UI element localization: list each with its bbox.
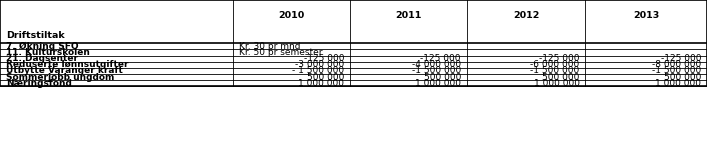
Text: -4 000 000: -4 000 000 — [412, 60, 461, 69]
Text: - 1 500 000: - 1 500 000 — [292, 66, 344, 75]
Text: -8 000 000: -8 000 000 — [652, 60, 701, 69]
Text: -1 500 000: -1 500 000 — [411, 66, 461, 75]
Text: Sommerjobb ungdom: Sommerjobb ungdom — [6, 73, 114, 82]
Text: -125 000: -125 000 — [421, 54, 461, 63]
Text: 2012: 2012 — [513, 11, 539, 20]
Text: 2011: 2011 — [395, 11, 421, 20]
Text: Kr. 50 pr semester: Kr. 50 pr semester — [239, 48, 322, 57]
Text: 7. Økning SFO: 7. Økning SFO — [6, 42, 78, 51]
Text: Driftstiltak: Driftstiltak — [6, 31, 64, 40]
Text: -1 500 000: -1 500 000 — [652, 66, 701, 75]
Text: 1 000 000: 1 000 000 — [534, 79, 580, 88]
Text: Næringsfond: Næringsfond — [6, 79, 71, 88]
Text: 500 000: 500 000 — [542, 73, 580, 82]
Text: -6 000 000: -6 000 000 — [530, 60, 580, 69]
Text: 2010: 2010 — [279, 11, 305, 20]
Text: 21. Dagsenter: 21. Dagsenter — [6, 54, 78, 63]
Bar — [0, 0, 707, 86]
Text: -125 000: -125 000 — [539, 54, 580, 63]
Text: -1 500 000: -1 500 000 — [530, 66, 580, 75]
Text: Kr. 30 pr mnd: Kr. 30 pr mnd — [239, 42, 300, 51]
Text: 500 000: 500 000 — [423, 73, 461, 82]
Text: 500 000: 500 000 — [307, 73, 344, 82]
Text: 1 000 000: 1 000 000 — [298, 79, 344, 88]
Text: 1 000 000: 1 000 000 — [655, 79, 701, 88]
Text: 1 000 000: 1 000 000 — [415, 79, 461, 88]
Text: -125 000: -125 000 — [304, 54, 344, 63]
Text: 500 000: 500 000 — [664, 73, 701, 82]
Text: -3 000 000: -3 000 000 — [295, 60, 344, 69]
Text: 2013: 2013 — [633, 11, 660, 20]
Text: Utbytte Varanger kraft: Utbytte Varanger kraft — [6, 66, 122, 75]
Text: 11. Kulturskolen: 11. Kulturskolen — [6, 48, 90, 57]
Text: Reduserte lønnsutgifter: Reduserte lønnsutgifter — [6, 60, 128, 69]
Text: -125 000: -125 000 — [661, 54, 701, 63]
